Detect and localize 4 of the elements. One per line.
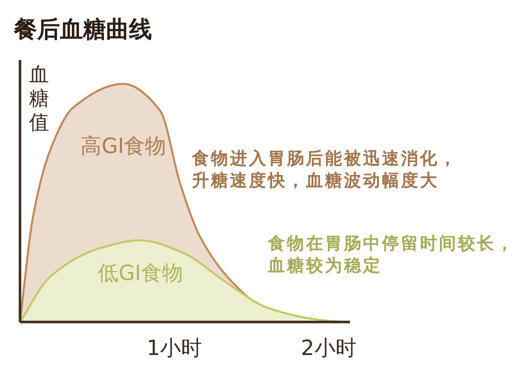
annotation: 食物进入胃肠后能被迅速消化，升糖速度快，血糖波动幅度大 — [192, 148, 459, 192]
annotation: 食物在胃肠中停留时间较长，血糖较为稳定 — [268, 233, 516, 278]
ylabel: 血糖值 — [29, 62, 50, 134]
title: 餐后血糖曲线 — [14, 16, 152, 45]
